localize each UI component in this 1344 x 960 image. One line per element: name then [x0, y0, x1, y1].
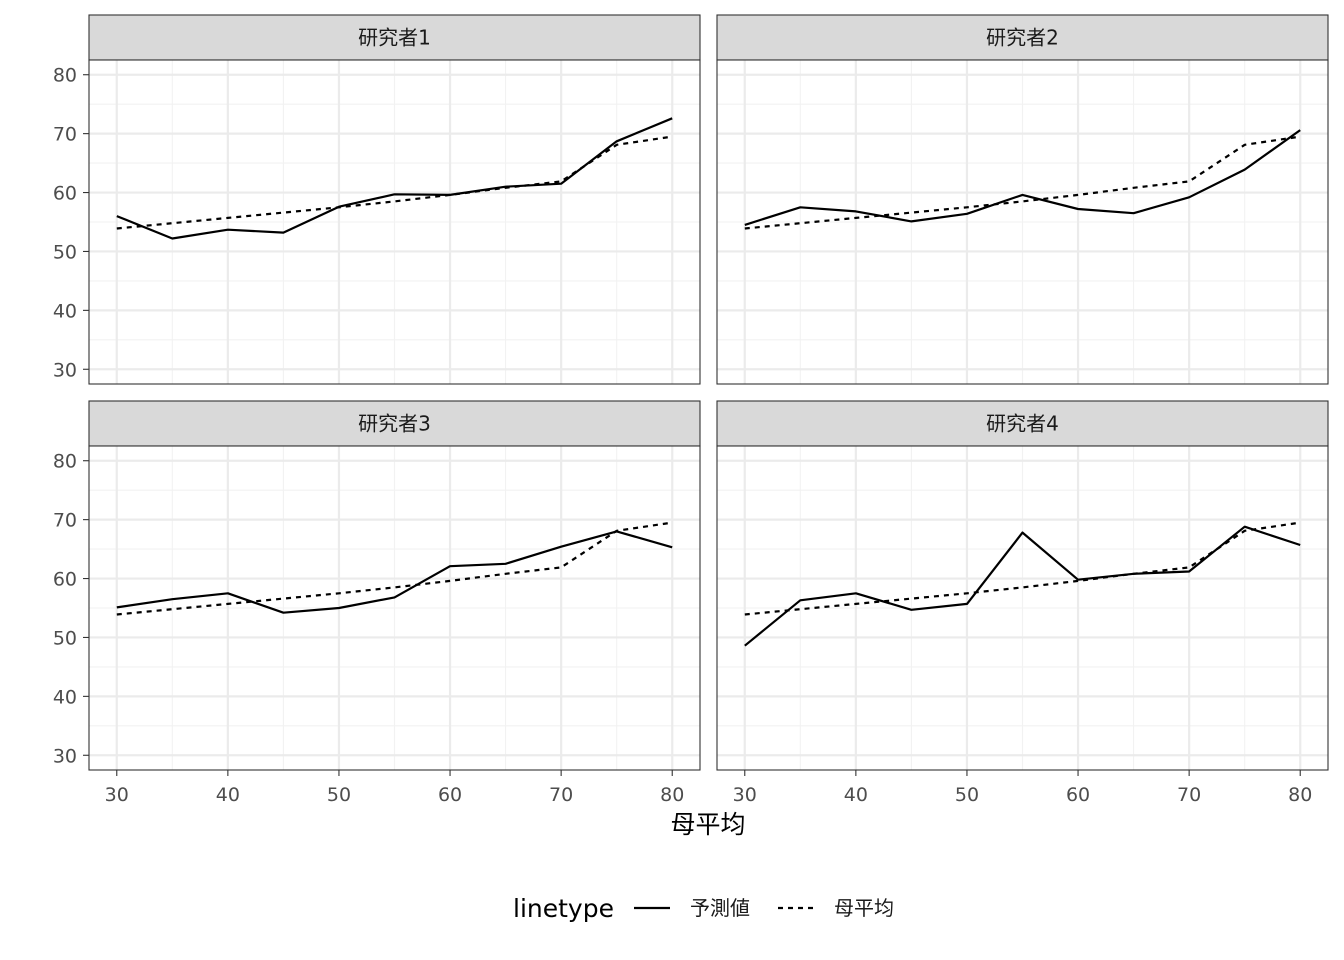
facet-panel-3: 研究者3 30 40 50 60 70 80 30 40 50 60 70 80	[53, 400, 701, 806]
facet-title: 研究者4	[986, 412, 1059, 436]
series-line-prediction	[744, 129, 1301, 226]
x-tick-label: 60	[1066, 784, 1090, 806]
facet-strip	[716, 14, 1329, 61]
facet-title: 研究者1	[358, 26, 431, 50]
y-tick-label: 40	[53, 300, 77, 322]
series-line-prediction	[744, 525, 1301, 647]
x-tick-label: 70	[549, 784, 573, 806]
facet-strip	[88, 14, 701, 61]
facet-panels: 研究者1 30 40 50 60 70 80 研究者2 研究者3 30 40 50 60 70 80 30 40…	[53, 14, 1329, 806]
y-tick-label: 60	[53, 183, 77, 205]
x-tick-label: 60	[438, 784, 462, 806]
grid	[717, 446, 1328, 770]
facet-panel-1: 研究者1 30 40 50 60 70 80	[53, 14, 701, 385]
series-line-population-mean	[116, 135, 673, 230]
x-tick-label: 70	[1177, 784, 1201, 806]
legend-label-population-mean: 母平均	[834, 896, 894, 920]
legend-title: linetype	[513, 894, 614, 923]
facet-title: 研究者2	[986, 26, 1059, 50]
panel-border	[88, 445, 701, 771]
y-tick-label: 30	[53, 359, 77, 381]
legend: linetype 予測値 母平均	[513, 894, 894, 923]
x-tick-label: 50	[955, 784, 979, 806]
x-tick-label: 50	[327, 784, 351, 806]
facet-strip	[716, 400, 1329, 447]
y-tick-label: 50	[53, 241, 77, 263]
series-line-population-mean	[744, 135, 1301, 230]
panel-border	[716, 445, 1329, 771]
series-line-population-mean	[744, 521, 1301, 616]
y-tick-label: 30	[53, 745, 77, 767]
y-tick-label: 40	[53, 686, 77, 708]
y-tick-label: 80	[53, 451, 77, 473]
panel-border	[716, 59, 1329, 385]
y-tick-label: 70	[53, 124, 77, 146]
panel-border	[88, 59, 701, 385]
x-tick-label: 80	[1288, 784, 1312, 806]
facet-title: 研究者3	[358, 412, 431, 436]
facet-panel-4: 研究者4 30 40 50 60 70 80	[716, 400, 1329, 806]
y-tick-label: 50	[53, 627, 77, 649]
x-tick-label: 30	[733, 784, 757, 806]
series-line-population-mean	[116, 521, 673, 616]
grid	[89, 446, 700, 770]
series-line-prediction	[116, 530, 673, 614]
y-tick-label: 70	[53, 510, 77, 532]
y-tick-label: 80	[53, 65, 77, 87]
series-line-prediction	[116, 117, 673, 240]
y-tick-label: 60	[53, 569, 77, 591]
legend-label-prediction: 予測値	[690, 896, 750, 920]
x-axis-title: 母平均	[670, 810, 745, 839]
facet-panel-2: 研究者2	[716, 14, 1329, 385]
x-tick-label: 40	[216, 784, 240, 806]
x-tick-label: 80	[660, 784, 684, 806]
x-tick-label: 30	[105, 784, 129, 806]
x-tick-label: 40	[844, 784, 868, 806]
facet-strip	[88, 400, 701, 447]
